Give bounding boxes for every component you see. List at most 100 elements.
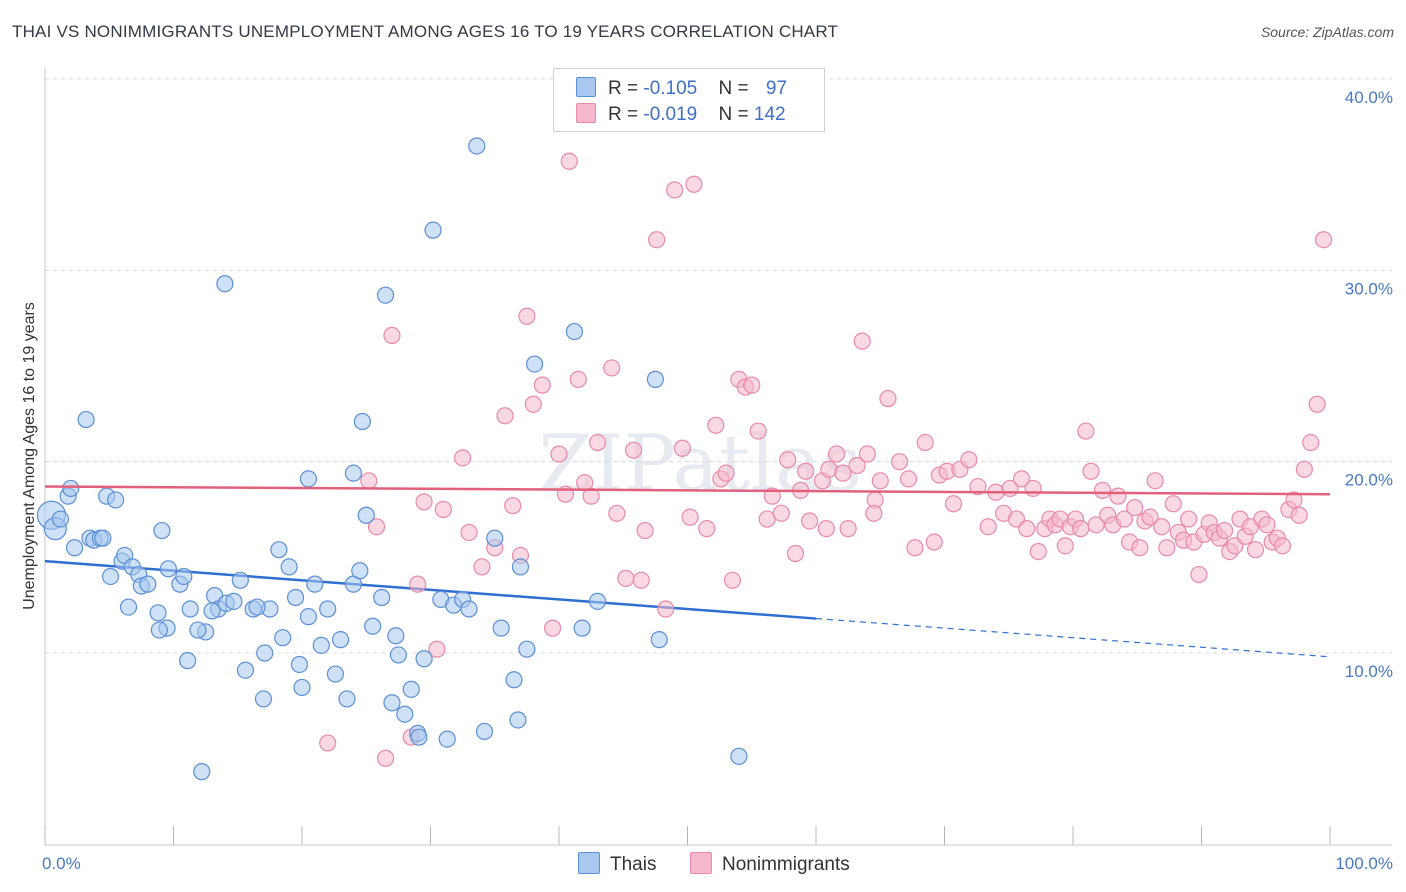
thais-point <box>107 491 125 509</box>
nonimmigrants-point <box>848 456 866 475</box>
source-credit: Source: ZipAtlas.com <box>1260 24 1394 40</box>
nonimmigrants-point <box>1273 537 1292 555</box>
y-tick-label: 40.0% <box>1345 88 1393 107</box>
thais-point <box>175 567 193 586</box>
nonimmigrants-point <box>673 439 691 457</box>
thais-point <box>290 655 309 674</box>
nonimmigrants-point <box>717 464 735 482</box>
nonimmigrants-point <box>524 395 542 413</box>
thais-point <box>730 747 748 765</box>
nonimmigrants-point <box>1126 498 1144 517</box>
nonimmigrants-point <box>376 749 395 767</box>
bottom-legend-label-thais: Thais <box>610 854 657 875</box>
nonimmigrants-point <box>1314 231 1333 249</box>
nonimmigrants-point <box>434 500 452 519</box>
thais-point <box>181 600 199 618</box>
thais-point <box>573 619 591 637</box>
nonimmigrants-point <box>1012 470 1031 488</box>
nonimmigrants-point <box>648 231 666 249</box>
thais-point <box>193 763 211 781</box>
nonimmigrants-point <box>879 389 897 408</box>
nonimmigrants-point <box>800 512 819 530</box>
nonimmigrants-point <box>834 464 852 482</box>
thais-point <box>511 558 530 576</box>
thais-point <box>231 571 249 589</box>
thais-point <box>65 539 84 557</box>
nonimmigrants-point <box>853 332 871 350</box>
nonimmigrants-point <box>1056 537 1074 555</box>
thais-point <box>650 631 668 649</box>
legend-r-value-nonimmigrants: -0.019 <box>643 104 698 125</box>
nonimmigrants-point <box>749 422 767 440</box>
nonimmigrants-point <box>1295 460 1313 478</box>
thais-point <box>424 221 442 239</box>
nonimmigrants-point <box>1290 506 1308 524</box>
thais-point <box>468 137 486 155</box>
nonimmigrants-point <box>603 359 621 377</box>
thais-point <box>338 690 356 708</box>
legend-n-value-nonimmigrants: 142 <box>753 104 786 125</box>
thais-point <box>248 598 266 616</box>
thais-point <box>312 636 330 654</box>
legend: R = -0.105 N = 97 R = -0.019 N = 142 <box>553 68 825 132</box>
nonimmigrants-point <box>786 544 805 563</box>
nonimmigrants-points <box>319 152 1333 767</box>
thais-point <box>62 479 80 498</box>
thais-point <box>364 617 382 635</box>
bottom-legend-label-nonimmigrants: Nonimmigrants <box>722 854 850 875</box>
nonimmigrants-point <box>723 571 742 589</box>
nonimmigrants-point <box>871 472 889 490</box>
thais-point <box>153 521 171 540</box>
nonimmigrants-point <box>504 497 522 515</box>
nonimmigrants-point <box>1024 479 1042 498</box>
nonimmigrants-point <box>588 433 607 452</box>
nonimmigrants-point <box>944 495 963 513</box>
nonimmigrants-point <box>1131 539 1149 557</box>
thais-point <box>492 619 510 637</box>
nonimmigrants-point <box>608 504 626 522</box>
nonimmigrants-point <box>743 376 761 394</box>
nonimmigrants-point <box>1018 520 1036 538</box>
legend-swatch-nonimmigrants <box>576 103 596 123</box>
thais-point <box>254 690 273 708</box>
bottom-legend-swatch-nonimmigrants <box>690 852 712 874</box>
thais-point <box>344 464 362 482</box>
nonimmigrants-point <box>543 619 562 637</box>
nonimmigrants-point <box>582 487 600 505</box>
nonimmigrants-point <box>657 600 675 618</box>
legend-swatch-thais <box>576 77 596 97</box>
legend-row-nonimmigrants: R = -0.019 N = 142 <box>576 103 786 127</box>
nonimmigrants-point <box>979 518 997 536</box>
nonimmigrants-point <box>1308 395 1326 413</box>
nonimmigrants-point <box>1190 565 1208 584</box>
thais-point <box>415 650 433 668</box>
nonimmigrants-point <box>820 460 838 478</box>
nonimmigrants-point <box>1158 539 1176 557</box>
nonimmigrants-point <box>1302 433 1320 452</box>
grid-lines <box>45 78 1392 654</box>
thais-point <box>139 575 157 593</box>
nonimmigrants-point <box>1216 521 1234 540</box>
nonimmigrants-point <box>899 470 918 488</box>
thais-point <box>236 661 255 679</box>
nonimmigrants-trend-solid <box>44 485 1331 496</box>
nonimmigrants-point <box>383 326 401 344</box>
nonimmigrants-point <box>925 533 943 551</box>
thais-point <box>505 671 523 689</box>
nonimmigrants-point <box>518 307 536 325</box>
thais-point <box>326 665 345 683</box>
thais-point <box>486 529 504 547</box>
thais-point <box>460 600 478 618</box>
legend-r-label: R = <box>608 78 644 99</box>
thais-point <box>319 600 337 618</box>
nonimmigrants-point <box>409 575 427 593</box>
thais-trend-dashed <box>815 617 1331 658</box>
nonimmigrants-point <box>360 472 378 490</box>
y-axis-title: Unemployment Among Ages 16 to 19 years <box>21 302 38 610</box>
nonimmigrants-point <box>624 441 643 459</box>
thais-point <box>179 652 197 670</box>
nonimmigrants-point <box>969 477 987 496</box>
nonimmigrants-trend-line <box>44 485 1331 496</box>
thais-point <box>119 598 138 616</box>
nonimmigrants-point <box>454 449 472 467</box>
